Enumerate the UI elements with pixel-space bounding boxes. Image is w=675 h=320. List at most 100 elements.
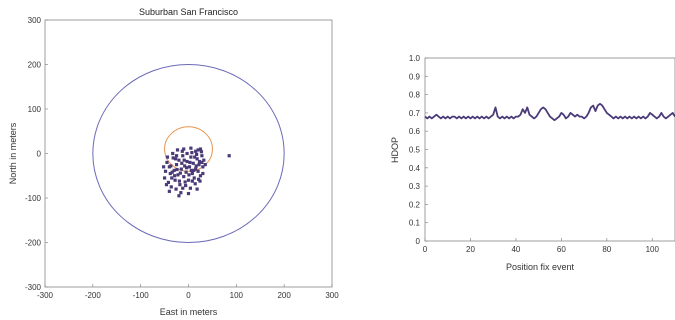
scatter-point bbox=[162, 165, 166, 169]
scatter-point bbox=[196, 169, 200, 173]
line-plot-frame bbox=[424, 57, 675, 242]
scatter-x-ticks: -300 -200 -100 0 100 200 300 bbox=[37, 284, 339, 300]
scatter-point bbox=[203, 163, 207, 167]
scatter-y-ticks: 300 200 100 0 -100 -200 -300 bbox=[25, 16, 48, 292]
scatter-point bbox=[191, 161, 195, 165]
scatter-point bbox=[192, 176, 196, 180]
scatter-point bbox=[181, 186, 185, 190]
line-y-tick-label: 1.0 bbox=[409, 54, 421, 63]
scatter-point bbox=[199, 150, 204, 154]
scatter-point bbox=[178, 171, 182, 175]
line-y-tick-label: 0.7 bbox=[409, 109, 421, 118]
scatter-x-tick-label: -100 bbox=[133, 291, 150, 300]
scatter-point bbox=[170, 170, 174, 174]
scatter-y-tick-label: 200 bbox=[28, 61, 42, 70]
scatter-point bbox=[172, 168, 176, 173]
line-x-tick-label: 0 bbox=[423, 245, 428, 254]
line-y-tick-label: 0.6 bbox=[409, 127, 421, 136]
scatter-point bbox=[169, 164, 173, 168]
scatter-point bbox=[198, 174, 203, 178]
line-series bbox=[424, 102, 675, 122]
scatter-point bbox=[173, 174, 177, 178]
line-x-label: Position fix event bbox=[506, 262, 575, 272]
scatter-x-tick-label: 300 bbox=[325, 291, 339, 300]
scatter-point bbox=[170, 176, 174, 180]
scatter-point bbox=[163, 169, 168, 173]
scatter-chart: -300 -200 -100 0 100 200 300 300 200 100 0 -100 -20… bbox=[8, 7, 339, 317]
scatter-y-tick-label: 0 bbox=[37, 150, 42, 159]
line-x-tick-label: 100 bbox=[646, 245, 660, 254]
scatter-y-tick-label: -200 bbox=[25, 239, 42, 248]
scatter-point bbox=[200, 160, 204, 164]
scatter-point bbox=[185, 159, 189, 164]
line-y-tick-label: 0.5 bbox=[409, 146, 421, 155]
scatter-y-tick-label: 300 bbox=[28, 16, 42, 25]
scatter-point bbox=[185, 151, 189, 156]
scatter-point bbox=[198, 147, 203, 151]
scatter-point bbox=[201, 171, 205, 176]
scatter-point bbox=[202, 158, 206, 162]
scatter-point bbox=[187, 165, 192, 169]
line-y-tick-label: 0.8 bbox=[409, 91, 421, 100]
scatter-x-tick-label: 200 bbox=[277, 291, 291, 300]
scatter-point bbox=[181, 154, 185, 158]
scatter-point bbox=[201, 165, 205, 169]
reference-circle-0 bbox=[92, 64, 285, 243]
reference-circles bbox=[92, 64, 285, 243]
scatter-point bbox=[173, 178, 177, 182]
scatter-y-tick-label: 100 bbox=[28, 105, 42, 114]
scatter-point bbox=[169, 185, 173, 189]
scatter-point bbox=[227, 154, 231, 158]
scatter-point bbox=[177, 158, 181, 162]
scatter-point bbox=[177, 194, 181, 198]
scatter-point bbox=[189, 155, 193, 159]
scatter-point bbox=[186, 191, 191, 196]
scatter-point bbox=[189, 146, 193, 150]
line-x-tick-label: 20 bbox=[466, 245, 475, 254]
scatter-point bbox=[186, 178, 191, 182]
scatter-point bbox=[167, 189, 171, 193]
scatter-point bbox=[195, 152, 199, 156]
scatter-point bbox=[171, 156, 175, 160]
scatter-point bbox=[179, 167, 183, 171]
scatter-point bbox=[194, 164, 198, 168]
scatter-point bbox=[182, 175, 186, 179]
scatter-point bbox=[200, 154, 204, 158]
scatter-point bbox=[174, 187, 178, 191]
scatter-point bbox=[178, 183, 182, 187]
line-y-tick-label: 0.1 bbox=[409, 219, 421, 228]
scatter-point bbox=[193, 155, 197, 159]
scatter-point bbox=[176, 173, 180, 177]
scatter-point bbox=[193, 182, 197, 186]
scatter-point bbox=[188, 160, 192, 164]
scatter-point bbox=[165, 160, 169, 164]
scatter-point bbox=[196, 148, 200, 152]
scatter-point bbox=[190, 179, 194, 183]
line-x-ticks: 0 20 40 60 80 100 bbox=[423, 238, 660, 254]
scatter-point bbox=[182, 158, 186, 162]
scatter-point bbox=[190, 171, 194, 176]
scatter-point bbox=[190, 151, 194, 155]
scatter-point bbox=[162, 176, 167, 180]
scatter-point bbox=[173, 157, 178, 161]
scatter-point bbox=[195, 187, 199, 191]
scatter-point bbox=[188, 186, 193, 190]
line-x-tick-label: 40 bbox=[511, 245, 520, 254]
scatter-point bbox=[183, 164, 187, 168]
scatter-point bbox=[165, 155, 170, 159]
scatter-x-tick-label: -300 bbox=[37, 291, 54, 300]
scatter-point bbox=[184, 166, 189, 170]
scatter-point bbox=[180, 161, 184, 165]
scatter-point bbox=[184, 170, 188, 174]
line-y-ticks: 0 0.1 0.2 0.3 0.4 0.5 0.6 0.7 0.8 0.9 1.0 bbox=[409, 54, 428, 246]
line-x-tick-label: 80 bbox=[602, 245, 611, 254]
line-y-tick-label: 0 bbox=[416, 237, 421, 246]
line-x-tick-label: 60 bbox=[557, 245, 566, 254]
scatter-point bbox=[180, 149, 184, 153]
reference-circle-1 bbox=[164, 126, 213, 172]
scatter-point bbox=[195, 157, 199, 161]
scatter-point bbox=[183, 180, 187, 184]
line-chart: 0 20 40 60 80 100 0 0.1 0.2 0.3 0.4 0.5 0.6 0.7 0.8 0.… bbox=[390, 54, 675, 272]
scatter-y-tick-label: -300 bbox=[25, 283, 42, 292]
